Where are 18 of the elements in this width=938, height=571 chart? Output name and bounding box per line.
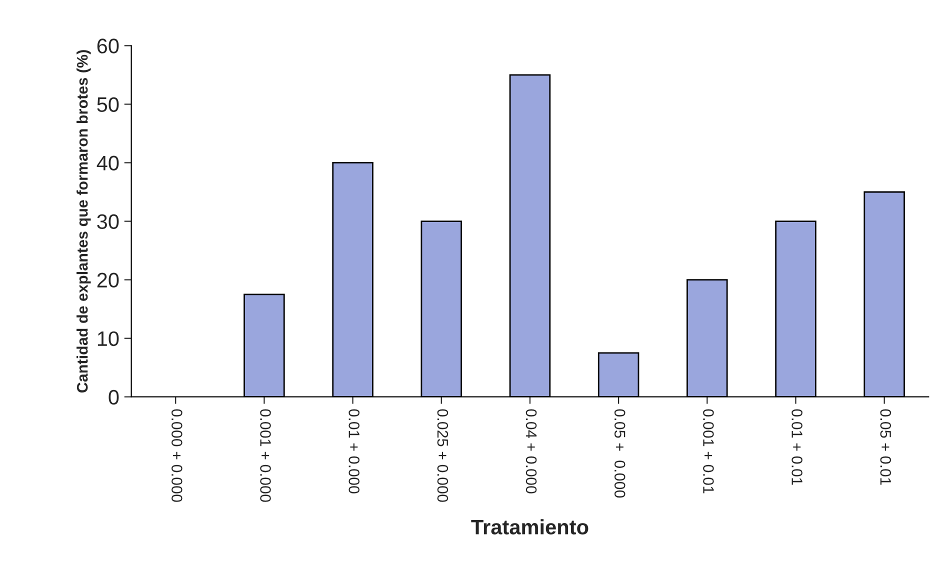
x-tick-label: 0.001 + 0.01 bbox=[703, 409, 714, 494]
x-tick-label: 0.05 + 0.000 bbox=[614, 409, 626, 498]
x-tick-label: 0.025 + 0.000 bbox=[437, 409, 448, 502]
y-tick-label: 20 bbox=[97, 272, 119, 288]
y-tick-label: 10 bbox=[98, 331, 119, 346]
x-tick-label: 0.01 + 0.000 bbox=[348, 409, 360, 494]
x-axis-title: Tratamiento bbox=[471, 519, 588, 534]
x-tick-label: 0.000 + 0.000 bbox=[172, 409, 182, 502]
y-tick-label: 40 bbox=[96, 156, 119, 170]
y-tick-label: 60 bbox=[97, 38, 119, 54]
x-tick-label: 0.05 + 0.01 bbox=[880, 409, 892, 485]
y-tick-label: 0 bbox=[108, 390, 119, 405]
x-tick-label: 0.01 + 0.01 bbox=[792, 409, 802, 485]
x-tick-label: 0.001 + 0.000 bbox=[260, 409, 271, 502]
y-tick-label: 30 bbox=[97, 214, 119, 230]
y-tick-label: 50 bbox=[97, 97, 119, 112]
y-axis-title: Cantidad de explantes que formaron brotes (%) bbox=[76, 50, 91, 393]
x-tick-label: 0.04 + 0.000 bbox=[526, 409, 537, 494]
